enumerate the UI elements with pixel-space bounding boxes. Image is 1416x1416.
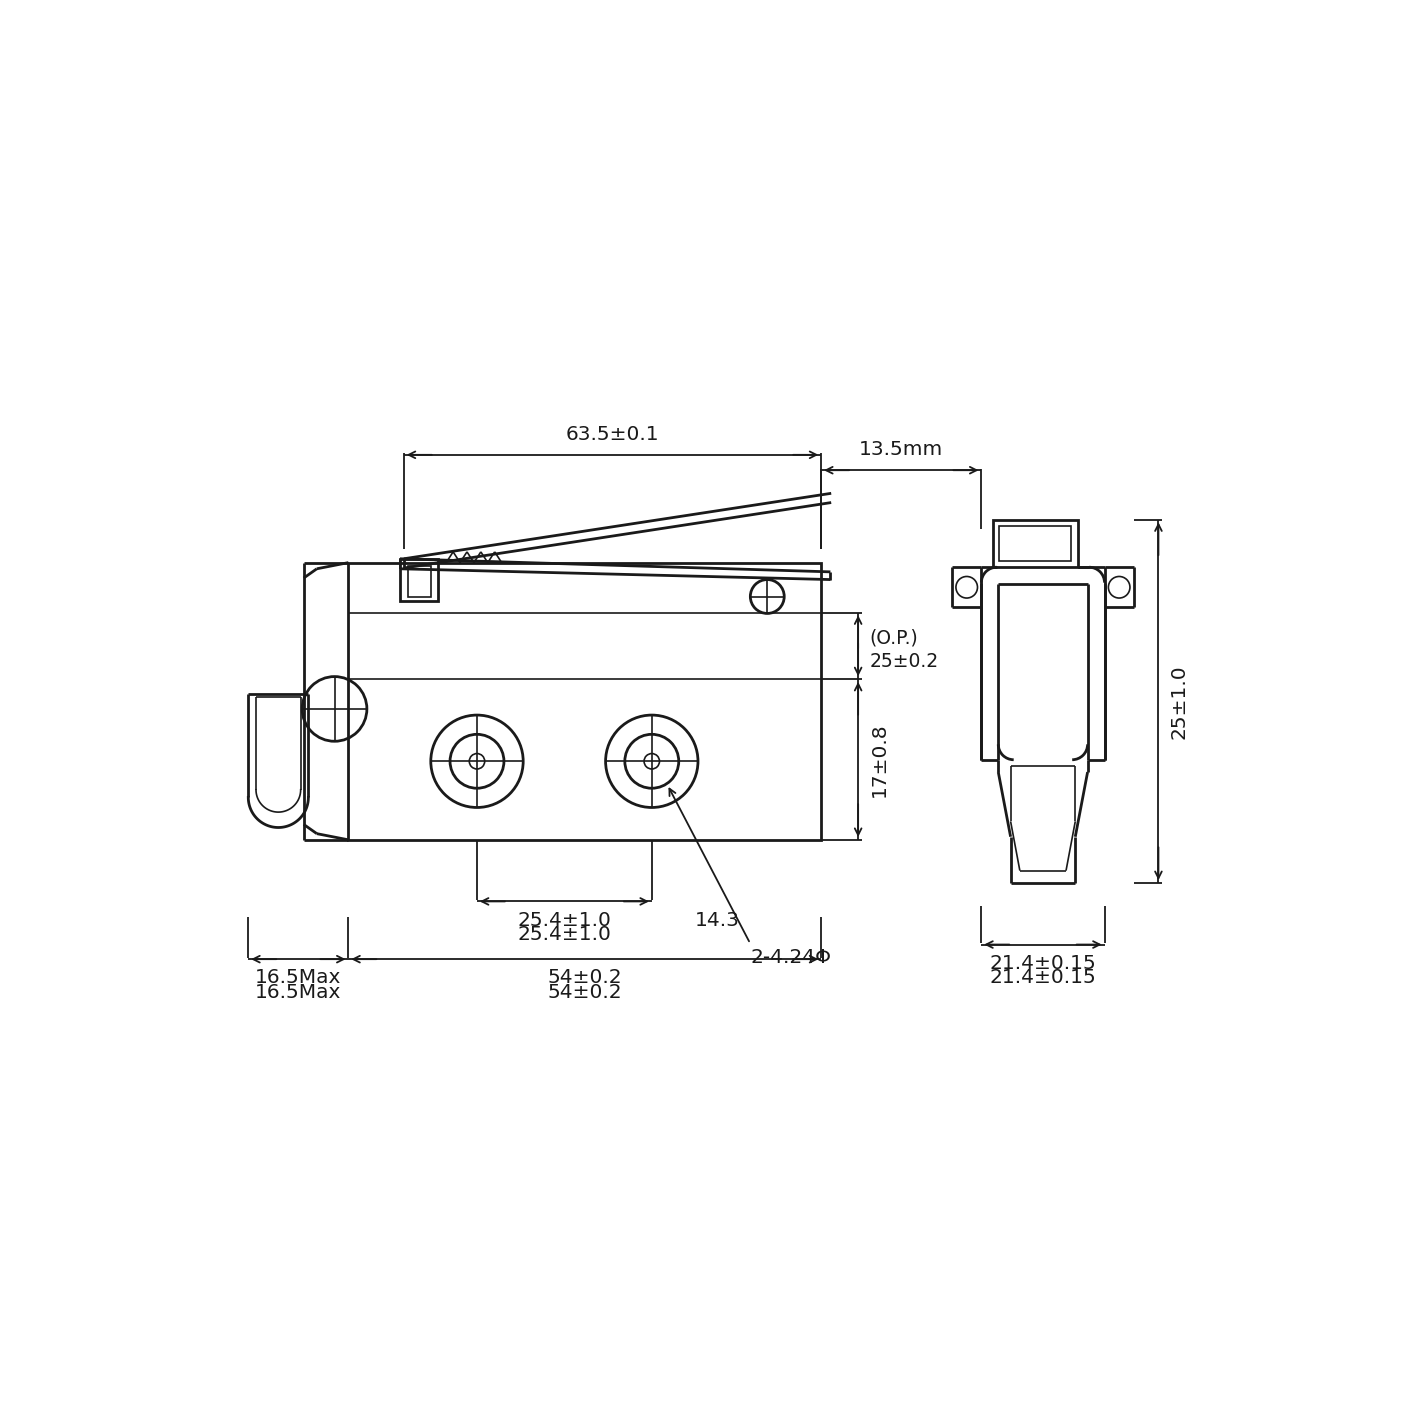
Bar (408, 566, 430, 598)
Bar (399, 559, 439, 602)
Text: 25.4±1.0: 25.4±1.0 (517, 925, 612, 944)
Text: 54±0.2: 54±0.2 (548, 969, 622, 987)
Text: 21.4±0.15: 21.4±0.15 (990, 954, 1096, 973)
Text: 63.5±0.1: 63.5±0.1 (566, 425, 660, 445)
Text: (O.P.): (O.P.) (869, 629, 919, 647)
Text: 17±0.8: 17±0.8 (869, 722, 889, 797)
Text: 14.3: 14.3 (695, 910, 739, 930)
Text: 16.5Max: 16.5Max (255, 969, 341, 987)
Text: 25±1.0: 25±1.0 (1170, 664, 1189, 739)
Text: 25.4±1.0: 25.4±1.0 (517, 910, 612, 930)
Text: 54±0.2: 54±0.2 (548, 983, 622, 1001)
Text: 16.5Max: 16.5Max (255, 983, 341, 1001)
Bar (348, 562, 821, 840)
Text: 2-4.24Φ: 2-4.24Φ (750, 947, 831, 967)
Text: 21.4±0.15: 21.4±0.15 (990, 969, 1096, 987)
Text: 13.5mm: 13.5mm (860, 440, 943, 459)
Bar (993, 520, 1078, 568)
Text: 25±0.2: 25±0.2 (869, 651, 939, 671)
Bar (1000, 525, 1072, 561)
